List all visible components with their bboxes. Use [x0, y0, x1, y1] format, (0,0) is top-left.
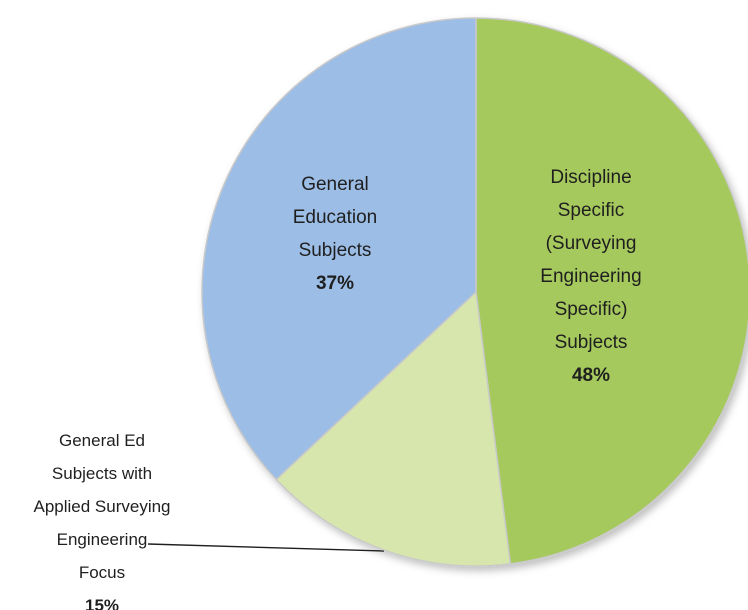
pie-slices	[201, 17, 748, 567]
pie-slice-3-label-line: Education	[293, 207, 378, 228]
pie-slice-1-percent: 48%	[572, 365, 610, 386]
leader-line	[147, 543, 385, 552]
pie-slice-2-percent: 15%	[85, 596, 119, 610]
pie-slice-2-label-line: Applied Surveying	[33, 497, 170, 516]
pie-slice-2-label-line: Focus	[79, 563, 125, 582]
pie-labels: Discipline Specific (Surveying Engineering S…	[33, 167, 641, 610]
pie-slice-2	[275, 290, 512, 567]
pie-slice-1-label-line: (Surveying	[546, 233, 637, 254]
pie-slice-1-label-line: Specific	[558, 200, 625, 221]
pie-slice-1	[475, 17, 748, 565]
pie-slice-3-label-line: Subjects	[299, 240, 372, 261]
pie-slice-3-label-line: General	[301, 174, 369, 195]
pie-slice-3	[201, 17, 477, 481]
pie-slice-3-percent: 37%	[316, 273, 354, 294]
pie-slice-1-label-line: Specific)	[555, 299, 628, 320]
pie-slice-2-label-line: Subjects with	[52, 464, 152, 483]
pie-slice-2-label-line: Engineering	[57, 530, 148, 549]
pie-slice-1-label-line: Engineering	[540, 266, 641, 287]
pie-slice-1-label-line: Subjects	[555, 332, 628, 353]
pie-slice-1-label-line: Discipline	[550, 167, 631, 188]
pie-slice-2-label-line: General Ed	[59, 431, 145, 450]
